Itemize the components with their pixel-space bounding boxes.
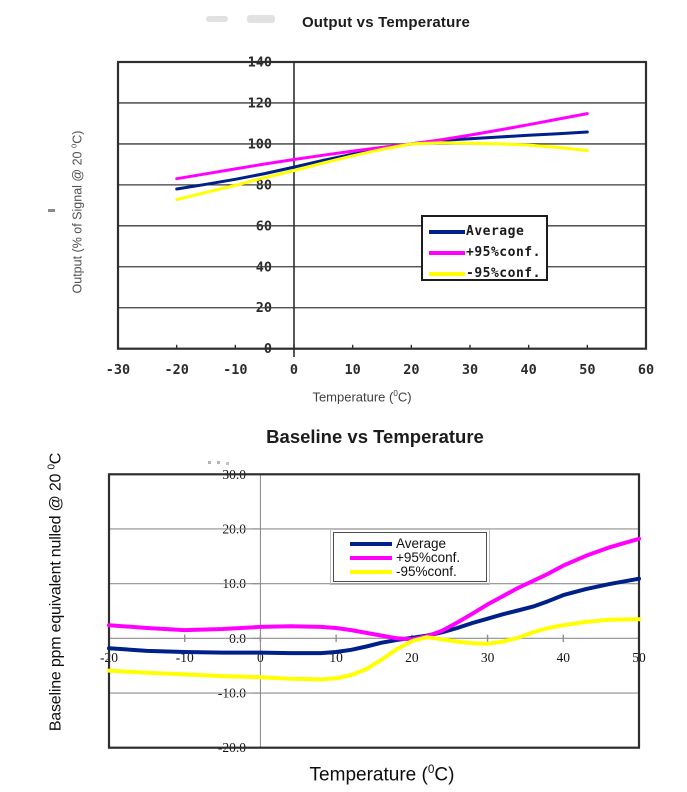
- x-axis-title-end: C): [434, 764, 455, 786]
- y-tick-label: 30.0: [222, 467, 246, 482]
- y-tick-label: -20.0: [218, 740, 246, 755]
- x-tick-label: -10: [176, 650, 194, 665]
- y-axis-title-text: Output (% of Signal @ 20: [70, 148, 85, 294]
- y-axis-title-sup: 0: [69, 143, 79, 149]
- legend-label: +95%conf.: [466, 245, 541, 260]
- legend-item: +95%conf.: [423, 242, 546, 263]
- scan-smudge-artifact: [247, 15, 275, 23]
- x-axis-title-text: Temperature (: [312, 389, 394, 405]
- legend-item: Average: [334, 537, 486, 551]
- series-line--95%conf.: [175, 141, 589, 202]
- legend-label: -95%conf.: [396, 564, 457, 579]
- y-tick-label: 0.0: [229, 631, 246, 646]
- series-color-swatch: [429, 250, 465, 255]
- x-tick-label: 30: [462, 362, 478, 378]
- y-axis-title-end: C: [47, 452, 65, 465]
- y-tick-label: 10.0: [222, 576, 246, 591]
- legend-label: Average: [396, 536, 447, 551]
- legend: Average +95%conf. -95%conf.: [330, 529, 490, 585]
- x-tick-label: 20: [405, 650, 419, 665]
- x-tick-label: 10: [345, 362, 361, 378]
- y-axis-title: Output (% of Signal @ 20 0C): [69, 131, 84, 294]
- x-axis-title-sup: 0: [393, 389, 398, 398]
- y-axis-title-sup: 0: [46, 464, 58, 470]
- x-tick-label: 60: [638, 362, 654, 378]
- series-color-swatch: [350, 541, 392, 547]
- y-tick-label: 60: [256, 218, 272, 234]
- legend-item: +95%conf.: [334, 551, 486, 565]
- y-axis-title-end: C): [70, 130, 85, 144]
- x-tick-label: 40: [557, 650, 571, 665]
- series-line--95%conf.: [107, 617, 641, 682]
- series-line-+95%conf.: [175, 112, 589, 181]
- chart-title: Output vs Temperature: [301, 14, 471, 31]
- legend-item: Average: [423, 221, 546, 242]
- series-color-swatch: [350, 555, 392, 561]
- plot-border: [116, 60, 648, 350]
- stray-dash-artifact: [48, 209, 55, 212]
- y-tick-label: 100: [248, 136, 272, 152]
- x-tick-label: 30: [481, 650, 495, 665]
- x-tick-label: 0: [257, 650, 264, 665]
- chart-title: Baseline vs Temperature: [266, 426, 484, 447]
- x-axis-title: Temperature (0C): [312, 389, 411, 404]
- legend-item: -95%conf.: [423, 263, 546, 284]
- legend-label: +95%conf.: [396, 550, 461, 565]
- legend-item: -95%conf.: [334, 565, 486, 579]
- x-tick-label: -20: [100, 650, 118, 665]
- series-line-Average: [175, 130, 589, 191]
- series-color-swatch: [350, 569, 392, 575]
- x-axis-title: Temperature (0C): [310, 763, 455, 786]
- series-line-Average: [107, 576, 641, 656]
- y-tick-label: 80: [256, 177, 272, 193]
- y-tick-label: -10.0: [218, 686, 246, 701]
- x-tick-label: 50: [632, 650, 646, 665]
- plot-area: 30.0 20.0 10.0 0.0 -10.0 -20.0 -20 -10 0 10 20 30 40…: [100, 467, 646, 755]
- x-tick-label: 50: [579, 362, 595, 378]
- stray-dots-artifact: [208, 461, 211, 464]
- y-axis-title-text: Baseline ppm equivalent nulled @ 20: [47, 469, 65, 732]
- x-tick-label: 40: [521, 362, 537, 378]
- x-tick-label: 0: [290, 362, 298, 378]
- y-tick-label: 120: [248, 95, 272, 111]
- y-tick-label: 40: [256, 259, 272, 275]
- x-axis-title-sup: 0: [427, 763, 435, 776]
- x-axis-title-end: C): [397, 389, 412, 405]
- scan-smudge-artifact: [206, 16, 228, 22]
- x-tick-label: -30: [106, 362, 130, 378]
- x-tick-label: -20: [164, 362, 188, 378]
- y-tick-label: 20.0: [222, 521, 246, 536]
- y-tick-label: 20: [256, 300, 272, 316]
- y-tick-label: 0: [264, 341, 272, 357]
- legend: Average +95%conf. -95%conf.: [421, 215, 548, 281]
- plot-border: [107, 473, 641, 749]
- legend-label: -95%conf.: [466, 266, 541, 281]
- x-axis-title-text: Temperature (: [309, 764, 428, 786]
- x-tick-label: -10: [223, 362, 247, 378]
- series-color-swatch: [429, 229, 465, 234]
- y-tick-label: 140: [248, 55, 272, 71]
- x-tick-label: 20: [403, 362, 419, 378]
- y-axis-title: Baseline ppm equivalent nulled @ 20 0C: [46, 453, 65, 731]
- x-tick-label: 10: [329, 650, 343, 665]
- plot-area: 0 20 40 60 80 100 120 140 -30 -20 -10 0 10 20 30 40 50 60: [106, 55, 654, 379]
- series-color-swatch: [429, 271, 465, 276]
- legend-label: Average: [466, 224, 525, 239]
